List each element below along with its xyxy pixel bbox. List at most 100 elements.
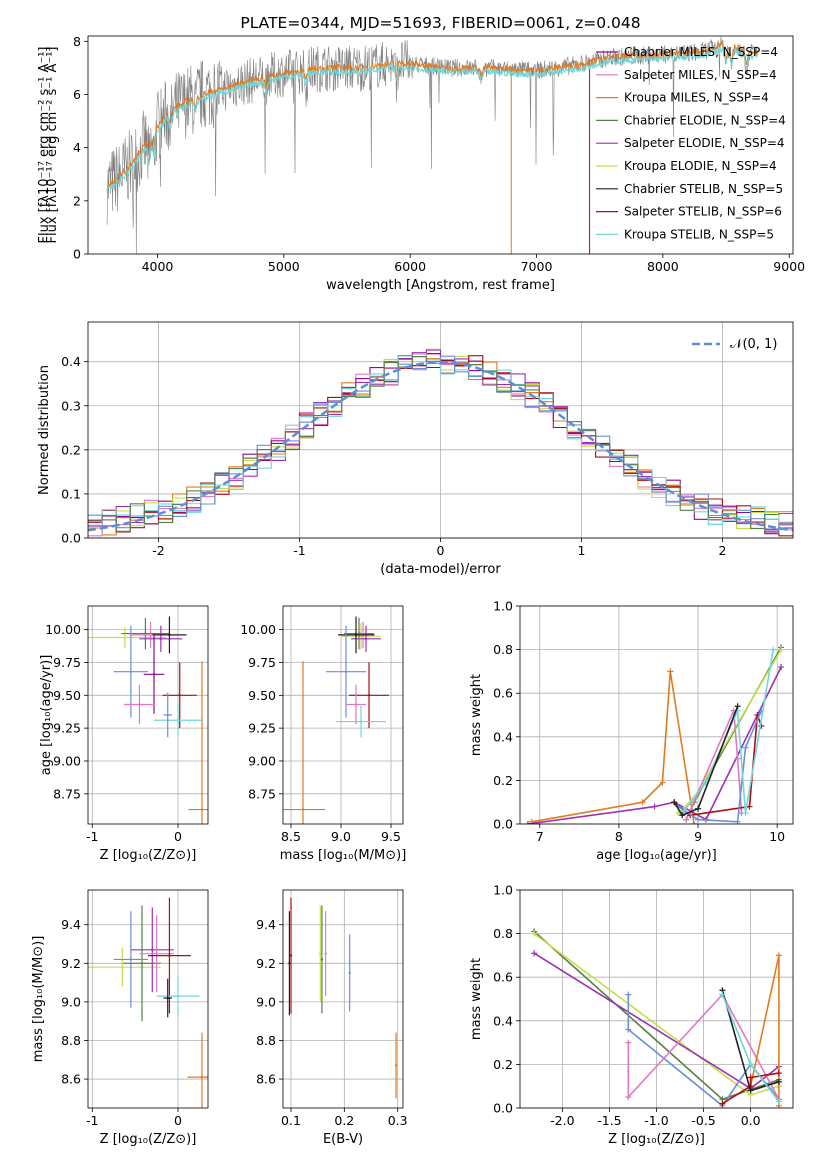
x-tick-label: -0.5 [691, 1113, 715, 1128]
x-tick-label: 9.5 [381, 829, 401, 844]
x-tick-label: 8.5 [281, 829, 301, 844]
y-tick-label: 8.75 [53, 786, 81, 801]
histogram [88, 355, 793, 531]
data-point [354, 633, 358, 637]
x-tick-label: 8 [615, 829, 623, 844]
panel-1: 4000 5000 6000 7000 8000 9000 0 2 4 6 8 wavelength … [37, 14, 805, 293]
y-tick-label: 9.0 [256, 994, 276, 1009]
data-spectrum [106, 36, 758, 254]
x-axis-label: Z [log₁₀(Z/Z⊙)] [100, 1132, 197, 1147]
data-point [320, 958, 324, 961]
data-point [129, 670, 133, 673]
data-point [166, 713, 169, 717]
plot-area [88, 897, 208, 1108]
y-axis-label: mass [log₁₀(M/M⊙)] [31, 936, 46, 1063]
x-tick-label: 7 [536, 829, 544, 844]
y-tick-label: 1.0 [493, 883, 513, 898]
legend-label: Salpeter ELODIE, N_SSP=4 [624, 136, 785, 150]
data-point [129, 958, 133, 961]
weight-marker [531, 950, 538, 957]
y-tick-label: 0.4 [61, 354, 81, 369]
weight-marker [747, 1087, 754, 1094]
data-point [288, 962, 291, 965]
weight-line [627, 993, 780, 1100]
weight-marker [679, 812, 686, 819]
data-point [344, 670, 348, 673]
data-point [152, 673, 156, 676]
x-tick-label: 0 [174, 1113, 182, 1128]
data-point [200, 1075, 204, 1079]
y-tick-label: 0 [73, 247, 81, 262]
weight-marker [778, 646, 785, 653]
data-point [354, 703, 358, 706]
y-tick-label: 10.00 [45, 622, 81, 637]
weight-marker [639, 799, 646, 806]
weight-marker [659, 779, 666, 786]
y-tick-label: 0.1 [61, 486, 81, 501]
model-spectrum [106, 41, 758, 191]
data-point [364, 637, 368, 641]
y-tick-label: 9.4 [61, 917, 81, 932]
weight-marker [671, 799, 678, 806]
chart-title: PLATE=0344, MJD=51693, FIBERID=0061, z=0… [240, 14, 640, 32]
data-point [159, 637, 163, 641]
y-tick-label: 10.00 [240, 622, 276, 637]
y-tick-label: 8.8 [61, 1033, 81, 1048]
y-tick-label: 1.0 [493, 599, 513, 614]
axes-frame [519, 889, 794, 1109]
y-tick-label: 9.00 [248, 753, 276, 768]
y-axis-label: Flux [fλ10⁻¹⁷ erg cm⁻² s⁻¹ A⁻¹] [45, 47, 60, 244]
x-tick-label: 4000 [142, 259, 174, 274]
axes-frame [87, 35, 794, 255]
weight-marker [625, 991, 632, 998]
legend-label: Chabrier MILES, N_SSP=4 [624, 45, 778, 59]
x-tick-label: 6000 [394, 259, 426, 274]
weight-marker [695, 816, 702, 823]
weight-marker [719, 1100, 726, 1107]
x-axis-label: age [log₁₀(age/yr)] [596, 848, 717, 863]
plot-area [106, 36, 758, 254]
weight-marker [734, 755, 741, 762]
x-tick-label: 2 [719, 543, 727, 558]
plot-area [88, 348, 793, 537]
legend-label: Chabrier ELODIE, N_SSP=4 [624, 113, 786, 127]
weight-marker [746, 803, 753, 810]
weight-line [527, 666, 782, 824]
data-point [348, 971, 351, 975]
y-tick-label: 8.6 [256, 1072, 276, 1087]
weight-marker [719, 991, 726, 998]
data-point [168, 633, 171, 637]
data-point [357, 632, 361, 635]
x-tick-label: 1 [578, 543, 586, 558]
weight-marker [742, 744, 749, 751]
x-tick-label: -2.0 [550, 1113, 574, 1128]
y-tick-label: 9.50 [53, 688, 81, 703]
data-point [178, 694, 181, 697]
axes-frame [87, 321, 794, 539]
weight-line [673, 706, 739, 817]
legend-label: Kroupa ELODIE, N_SSP=4 [624, 159, 777, 173]
y-tick-label: 8.75 [248, 786, 276, 801]
y-tick-label: 0.0 [493, 817, 513, 832]
weight-marker [775, 1098, 782, 1105]
y-tick-label: 9.75 [248, 655, 276, 670]
x-tick-label: 0.2 [334, 1113, 354, 1128]
normal-curve [88, 360, 793, 532]
data-point [144, 632, 147, 635]
y-axis-label: mass weight [469, 958, 484, 1040]
data-point [301, 808, 305, 811]
x-tick-label: -1.0 [644, 1113, 668, 1128]
data-point [138, 703, 141, 706]
weight-marker [742, 810, 749, 817]
legend-label: Chabrier STELIB, N_SSP=5 [624, 182, 783, 196]
axes-frame [282, 889, 404, 1109]
y-tick-label: 8.8 [256, 1033, 276, 1048]
y-tick-label: 6 [73, 87, 81, 102]
y-tick-label: 9.75 [53, 655, 81, 670]
data-point [151, 948, 154, 952]
axes-frame [519, 605, 794, 825]
axes-frame [87, 605, 209, 825]
data-point [168, 954, 171, 957]
x-tick-label: 10 [769, 829, 785, 844]
weight-marker [695, 805, 702, 812]
